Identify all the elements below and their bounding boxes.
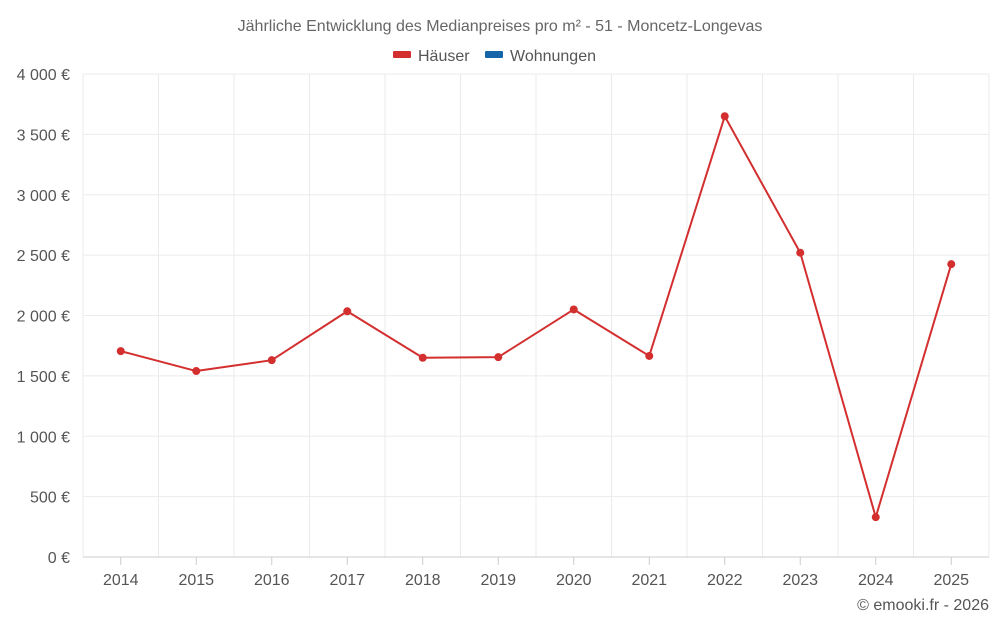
x-tick-label: 2024 bbox=[858, 572, 894, 589]
data-point[interactable] bbox=[116, 347, 125, 356]
data-point[interactable] bbox=[267, 356, 276, 365]
series-line-houses bbox=[120, 115, 953, 519]
data-point[interactable] bbox=[720, 112, 729, 121]
axes: 0 € 500 € 1 000 € 1 500 € 2 000 € 2 500 € 3 00… bbox=[17, 67, 989, 589]
x-tick-label: 2019 bbox=[480, 572, 516, 589]
y-tick-label: 0 € bbox=[48, 550, 70, 567]
legend-label-houses: Häuser bbox=[418, 48, 470, 65]
legend-item-apartments[interactable]: Wohnungen bbox=[485, 48, 596, 65]
data-point[interactable] bbox=[418, 353, 427, 362]
chart-title: Jährliche Entwicklung des Medianpreises … bbox=[238, 18, 763, 35]
y-tick-label: 2 000 € bbox=[17, 309, 70, 326]
y-tick-label: 1 500 € bbox=[17, 369, 70, 386]
x-tick-label: 2022 bbox=[707, 572, 743, 589]
y-tick-label: 2 500 € bbox=[17, 248, 70, 265]
legend-label-apartments: Wohnungen bbox=[510, 48, 596, 65]
data-point[interactable] bbox=[343, 307, 352, 316]
data-point[interactable] bbox=[192, 367, 201, 376]
data-point[interactable] bbox=[645, 351, 654, 360]
y-tick-label: 500 € bbox=[30, 490, 70, 507]
x-tick-label: 2014 bbox=[103, 572, 139, 589]
data-point[interactable] bbox=[569, 305, 578, 314]
x-tick-label: 2021 bbox=[631, 572, 667, 589]
data-point[interactable] bbox=[796, 248, 805, 257]
y-tick-label: 4 000 € bbox=[17, 67, 70, 84]
x-tick-label: 2023 bbox=[782, 572, 818, 589]
x-tick-label: 2016 bbox=[254, 572, 290, 589]
data-point[interactable] bbox=[871, 513, 880, 522]
series-layer bbox=[116, 112, 956, 522]
data-point[interactable] bbox=[947, 260, 956, 269]
x-tick-label: 2015 bbox=[178, 572, 214, 589]
legend: Häuser Wohnungen bbox=[393, 48, 596, 65]
credit-text: © emooki.fr - 2026 bbox=[857, 597, 989, 614]
x-tick-label: 2018 bbox=[405, 572, 441, 589]
legend-swatch-apartments bbox=[485, 51, 503, 58]
grid bbox=[82, 73, 990, 557]
x-tick-label: 2017 bbox=[329, 572, 365, 589]
y-tick-label: 3 000 € bbox=[17, 188, 70, 205]
data-point[interactable] bbox=[494, 353, 503, 362]
y-tick-label: 3 500 € bbox=[17, 127, 70, 144]
legend-swatch-houses bbox=[393, 51, 411, 58]
x-tick-label: 2020 bbox=[556, 572, 592, 589]
y-tick-label: 1 000 € bbox=[17, 429, 70, 446]
x-tick-label: 2025 bbox=[933, 572, 969, 589]
legend-item-houses[interactable]: Häuser bbox=[393, 48, 470, 65]
